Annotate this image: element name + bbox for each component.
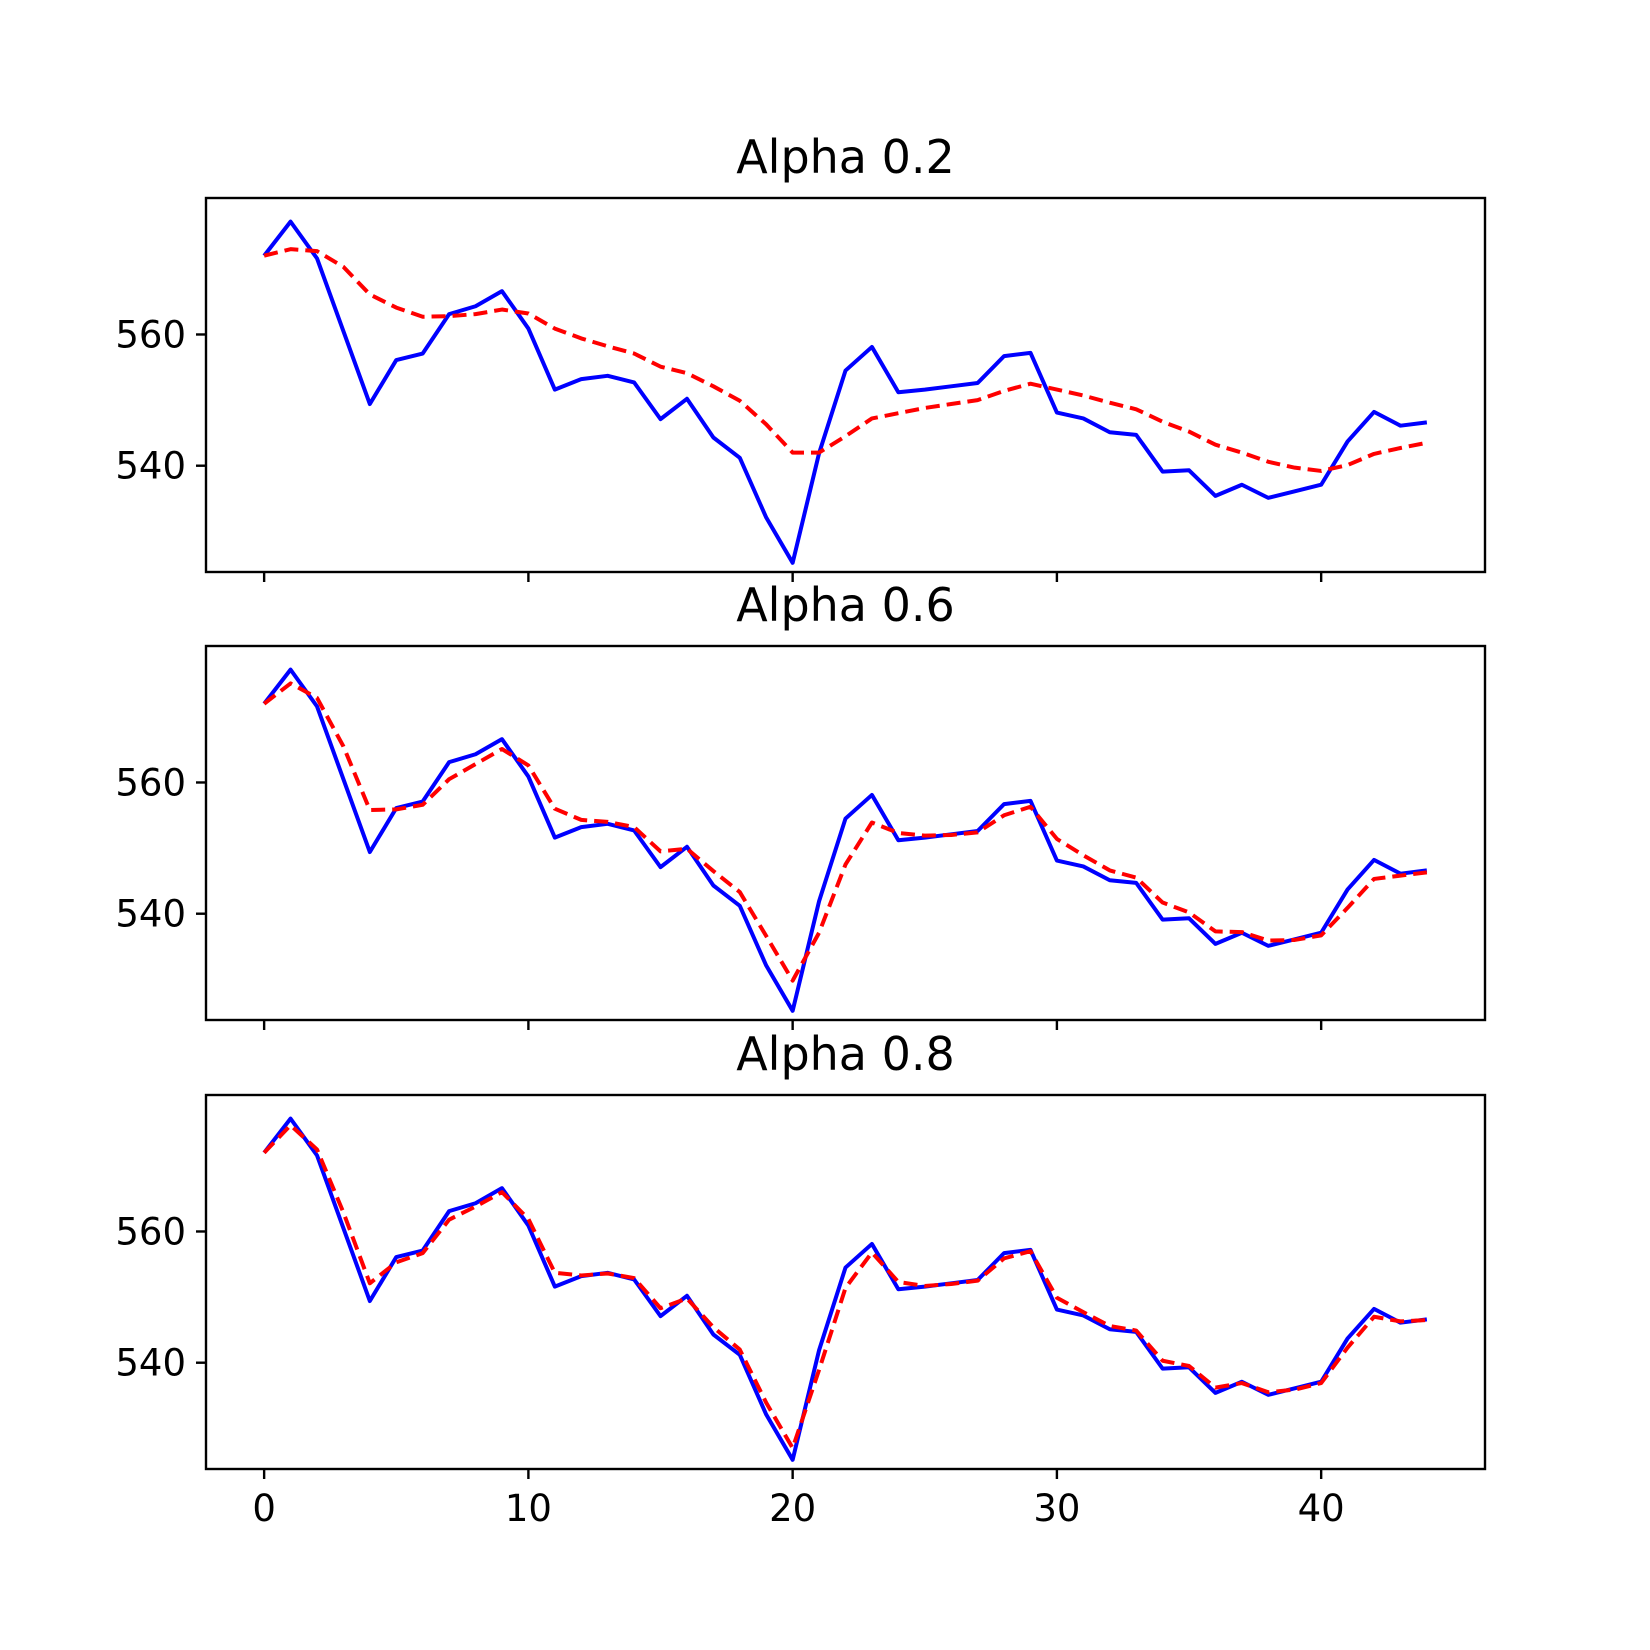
- smoothed-series-line: [262, 1123, 1427, 1450]
- plot-frame: [204, 1093, 1487, 1471]
- x-tick-label: 30: [1033, 1487, 1080, 1530]
- y-tick-label: 540: [115, 893, 186, 936]
- x-tick-label: 40: [1298, 1487, 1345, 1530]
- raw-series-line: [262, 667, 1428, 1013]
- x-tick-label: 10: [505, 1487, 552, 1530]
- chart-panel-2: Alpha 0.6 540 560: [115, 578, 1487, 1030]
- x-tick-label: 0: [252, 1487, 276, 1530]
- plot-frame: [204, 644, 1487, 1022]
- smoothed-series-line: [262, 681, 1428, 983]
- y-tick-label: 540: [115, 1342, 186, 1385]
- raw-series-line: [262, 1116, 1428, 1462]
- y-tick-label: 560: [115, 313, 186, 356]
- y-tick-label: 560: [115, 1210, 186, 1253]
- chart-panel-1: Alpha 0.2 540 560: [115, 130, 1487, 582]
- chart-title: Alpha 0.6: [736, 578, 955, 632]
- raw-series-line: [262, 219, 1428, 565]
- chart-title: Alpha 0.2: [736, 130, 955, 184]
- chart-title: Alpha 0.8: [736, 1027, 955, 1081]
- x-tick-label: 20: [769, 1487, 816, 1530]
- smoothed-series-line: [263, 247, 1428, 473]
- y-tick-label: 560: [115, 761, 186, 804]
- plot-frame: [204, 196, 1487, 574]
- chart-panel-3: Alpha 0.8 540 560 0 10 20 30 40: [115, 1027, 1487, 1530]
- y-tick-label: 540: [115, 445, 186, 488]
